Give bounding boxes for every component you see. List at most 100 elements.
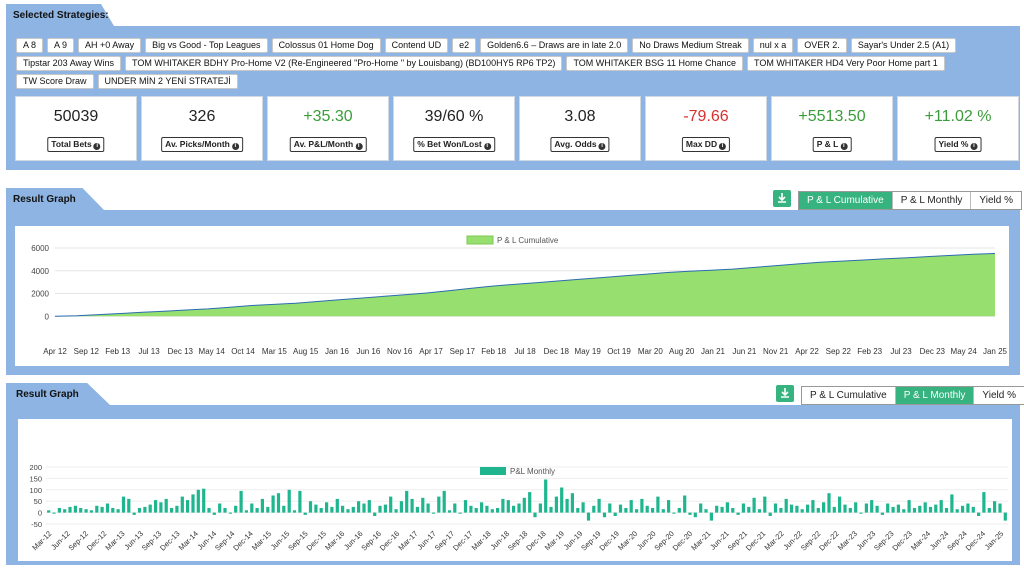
monthly-bar bbox=[239, 490, 243, 513]
monthly-bar bbox=[415, 506, 419, 513]
x-tick-label: Dec-15 bbox=[305, 529, 328, 552]
stat-label-button[interactable]: Avg. Odds i bbox=[550, 137, 610, 152]
monthly-bar bbox=[966, 503, 970, 513]
monthly-bar bbox=[779, 508, 783, 513]
strategy-chip: AH +0 Away bbox=[78, 38, 142, 53]
cumulative-line bbox=[54, 253, 996, 317]
monthly-bar bbox=[560, 487, 564, 513]
monthly-bar bbox=[800, 509, 804, 513]
graph-mode-button[interactable]: P & L Cumulative bbox=[802, 387, 896, 404]
stat-label: Av. P&L/Month bbox=[293, 139, 354, 149]
x-tick-label: Mar-23 bbox=[836, 529, 859, 552]
monthly-bar bbox=[538, 503, 542, 513]
monthly-bar bbox=[640, 498, 644, 513]
stat-label-button[interactable]: % Bet Won/Lost i bbox=[413, 137, 495, 152]
info-icon[interactable]: i bbox=[598, 143, 606, 150]
monthly-bar bbox=[437, 496, 441, 513]
x-tick-label: Dec 13 bbox=[168, 347, 194, 356]
monthly-bar bbox=[848, 508, 852, 513]
stat-label-button[interactable]: Total Bets i bbox=[47, 137, 105, 152]
legend-swatch bbox=[480, 467, 506, 475]
monthly-bar bbox=[426, 503, 430, 513]
x-tick-label: Mar-19 bbox=[543, 529, 566, 552]
strategy-chip: Golden6.6 – Draws are in late 2.0 bbox=[480, 38, 629, 53]
stat-label-button[interactable]: Av. Picks/Month i bbox=[161, 137, 243, 152]
monthly-bar bbox=[736, 512, 740, 515]
download-icon-2[interactable] bbox=[776, 385, 794, 402]
monthly-bar bbox=[533, 512, 537, 518]
x-tick-label: Aug 20 bbox=[669, 347, 695, 356]
result-graph-tab bbox=[6, 188, 104, 210]
info-icon[interactable]: i bbox=[231, 143, 239, 150]
monthly-bar bbox=[341, 505, 345, 513]
stat-card: +11.02 % Yield % i bbox=[897, 96, 1019, 161]
x-tick-label: Sep 12 bbox=[74, 347, 100, 356]
graph-mode-button[interactable]: Yield % bbox=[979, 195, 1013, 206]
monthly-bar bbox=[602, 512, 607, 518]
monthly-bar bbox=[52, 512, 56, 514]
x-tick-label: Dec-20 bbox=[671, 529, 694, 552]
monthly-bar bbox=[308, 501, 313, 513]
monthly-bar bbox=[528, 492, 532, 513]
info-icon[interactable]: i bbox=[93, 143, 101, 150]
x-tick-label: Jun 21 bbox=[732, 347, 757, 356]
stat-value: 50039 bbox=[53, 108, 99, 125]
monthly-bar bbox=[212, 512, 216, 515]
stat-label: Total Bets bbox=[51, 139, 92, 149]
stat-label-button[interactable]: Yield % i bbox=[934, 137, 982, 152]
download-icon[interactable] bbox=[773, 190, 791, 207]
stat-label-button[interactable]: Av. P&L/Month i bbox=[289, 137, 367, 152]
monthly-bar bbox=[773, 503, 778, 513]
monthly-bar bbox=[95, 505, 99, 513]
info-icon[interactable]: i bbox=[840, 143, 848, 150]
monthly-bar bbox=[463, 500, 468, 513]
monthly-bar bbox=[597, 498, 601, 513]
monthly-bar bbox=[517, 503, 521, 513]
x-tick-label: Mar-21 bbox=[689, 529, 712, 552]
monthly-bar bbox=[971, 506, 975, 513]
monthly-bar bbox=[768, 512, 772, 516]
graph-mode-button[interactable]: P & L Monthly bbox=[895, 387, 975, 404]
monthly-bar bbox=[266, 506, 270, 513]
info-icon[interactable]: i bbox=[483, 143, 491, 150]
monthly-bar bbox=[234, 505, 238, 513]
strategy-chip: Colossus 01 Home Dog bbox=[271, 38, 381, 53]
x-tick-label: Mar-18 bbox=[470, 529, 493, 552]
monthly-bar bbox=[180, 496, 184, 513]
graph-mode-button[interactable]: P & L Monthly bbox=[893, 192, 972, 209]
monthly-bar bbox=[987, 508, 991, 513]
monthly-bar bbox=[68, 506, 72, 513]
monthly-bar bbox=[250, 503, 254, 513]
monthly-bar bbox=[688, 512, 692, 515]
monthly-bar bbox=[902, 509, 906, 513]
x-tick-label: May 24 bbox=[951, 347, 978, 356]
x-tick-label: Dec 18 bbox=[544, 347, 570, 356]
y-tick-label: -50 bbox=[31, 520, 42, 529]
x-tick-label: Dec-12 bbox=[85, 529, 108, 552]
legend-swatch bbox=[466, 235, 494, 245]
monthly-bar bbox=[421, 497, 425, 513]
graph-mode-button[interactable]: P & L Cumulative bbox=[799, 192, 893, 209]
x-tick-label: Feb 18 bbox=[481, 347, 506, 356]
x-tick-label: Sep 17 bbox=[450, 347, 476, 356]
x-tick-label: Mar-24 bbox=[909, 529, 932, 552]
monthly-bar bbox=[704, 509, 708, 513]
info-icon[interactable]: i bbox=[970, 143, 978, 150]
strategy-chip: UNDER MİN 2 YENİ STRATEJİ bbox=[97, 74, 238, 89]
x-tick-label: Mar 20 bbox=[638, 347, 663, 356]
stat-label-button[interactable]: Max DD i bbox=[681, 137, 731, 152]
monthly-bar bbox=[875, 505, 879, 513]
monthly-chart-svg: -50050100150200Mar-12Jun-12Sep-12Dec-12M… bbox=[29, 463, 1008, 553]
info-icon[interactable]: i bbox=[355, 143, 363, 150]
info-icon[interactable]: i bbox=[719, 143, 727, 150]
monthly-bar bbox=[961, 505, 965, 513]
stats-row: 50039 Total Bets i 326 Av. Picks/Month i +35.3… bbox=[15, 96, 1019, 161]
stat-value: 39/60 % bbox=[424, 108, 484, 125]
graph-mode-button[interactable]: Yield % bbox=[982, 390, 1016, 401]
x-tick-label: Dec-23 bbox=[890, 529, 913, 552]
strategy-chip: nul x a bbox=[752, 38, 794, 53]
x-tick-label: Mar-15 bbox=[250, 529, 273, 552]
